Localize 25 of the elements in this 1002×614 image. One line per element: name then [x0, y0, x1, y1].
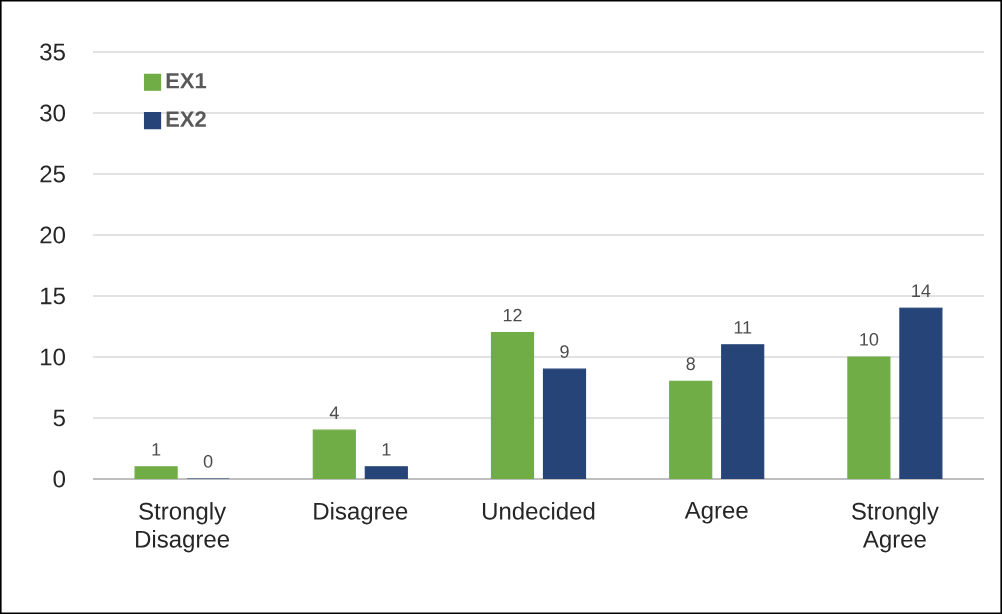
data-label: 8 — [686, 357, 695, 371]
data-label: 1 — [152, 443, 161, 456]
data-label: 9 — [560, 345, 569, 358]
y-tick-label: 15 — [41, 287, 65, 305]
y-tick-label: 30 — [40, 104, 66, 122]
data-label: 4 — [329, 406, 339, 419]
data-label: 14 — [912, 284, 931, 297]
data-label: 11 — [734, 321, 752, 334]
x-tick-label: Agree — [684, 502, 748, 524]
y-tick-label: 20 — [40, 226, 66, 244]
legend-label: EX1 — [166, 73, 207, 89]
y-tick-label: 25 — [40, 165, 65, 183]
data-label: 1 — [382, 443, 391, 456]
x-tick-label: Strongly Agree — [851, 502, 939, 553]
y-tick-label: 5 — [53, 409, 65, 427]
x-tick-label: Undecided — [482, 502, 595, 520]
y-tick-label: 0 — [53, 470, 66, 488]
legend-label: EX2 — [166, 111, 206, 127]
x-tick-label: Strongly Disagree — [136, 502, 230, 553]
x-tick-label: Disagree — [314, 502, 408, 525]
y-tick-label: 10 — [41, 348, 66, 366]
y-tick-label: 35 — [40, 43, 65, 61]
data-label: 12 — [503, 308, 522, 322]
data-label: 10 — [860, 332, 879, 346]
data-label: 0 — [203, 454, 213, 468]
